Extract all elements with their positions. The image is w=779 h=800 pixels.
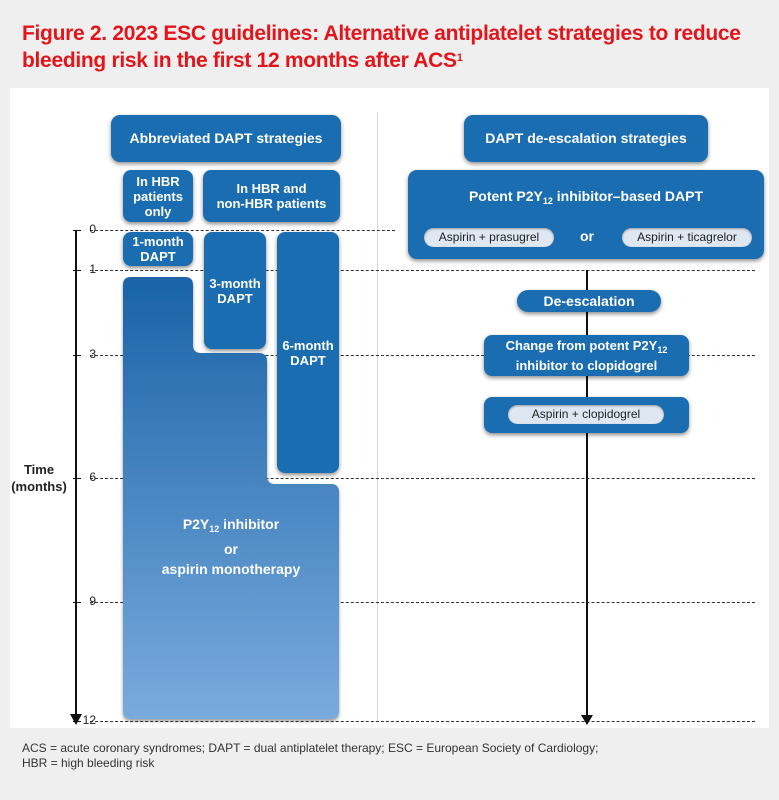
three-month-line2: DAPT <box>217 290 253 306</box>
change-line1-sub: 12 <box>657 345 668 355</box>
change-line1-text: Change from potent P2Y <box>505 338 658 353</box>
gridline-month-9 <box>90 602 755 603</box>
gridline-month-3 <box>90 355 755 356</box>
change-line2: inhibitor to clopidogrel <box>515 358 658 373</box>
hbr-and-non-line1: In HBR and <box>236 181 307 196</box>
axis-tick-6 <box>73 478 81 479</box>
or-separator: or <box>580 228 594 244</box>
change-to-clopidogrel-box: Change from potent P2Y12 inhibitor to cl… <box>484 335 689 376</box>
gridline-month-0 <box>90 230 395 231</box>
three-month-line1: 3-month <box>209 275 261 291</box>
figure-title-reference: 1 <box>456 52 463 64</box>
figure-title: Figure 2. 2023 ESC guidelines: Alternati… <box>22 20 762 74</box>
time-axis-arrowhead <box>70 714 82 725</box>
potent-title-pre: Potent P2Y <box>468 188 543 204</box>
figure-title-text: Figure 2. 2023 ESC guidelines: Alternati… <box>22 22 741 72</box>
hbr-only-group: In HBR patients only <box>123 170 193 222</box>
six-month-dapt-bar: 6-month DAPT <box>277 232 339 473</box>
monotherapy-p2y-sub: 12 <box>209 524 220 534</box>
monotherapy-label: P2Y12 inhibitor or aspirin monotherapy <box>123 514 339 579</box>
axis-tick-0 <box>73 230 81 231</box>
footnote-line2: HBR = high bleeding risk <box>22 756 155 770</box>
axis-tick-9 <box>73 602 81 603</box>
axis-tick-3 <box>73 355 81 356</box>
deescalation-arrow-line <box>586 270 588 718</box>
axis-label-12: 12 <box>82 713 96 727</box>
deescalation-arrowhead <box>581 715 593 725</box>
monotherapy-inhibitor: inhibitor <box>219 516 280 532</box>
hbr-only-line1: In HBR <box>136 173 180 189</box>
axis-label-3: 3 <box>89 347 96 361</box>
potent-dapt-box: Potent P2Y12 inhibitor–based DAPT Aspiri… <box>408 170 764 259</box>
monotherapy-p2y: P2Y <box>182 516 210 532</box>
hbr-only-line3: only <box>144 203 172 219</box>
deescalation-header: DAPT de-escalation strategies <box>464 115 708 162</box>
axis-label-1: 1 <box>89 262 96 276</box>
column-divider <box>377 112 378 722</box>
footnote-line1: ACS = acute coronary syndromes; DAPT = d… <box>22 741 599 755</box>
hbr-only-line2: patients <box>133 188 183 204</box>
six-month-line2: DAPT <box>290 352 326 368</box>
one-month-line2: DAPT <box>140 249 176 264</box>
hbr-and-non-line2: non-HBR patients <box>216 196 327 211</box>
gridline-month-1 <box>90 270 755 271</box>
time-axis-label-line2: (months) <box>11 479 67 494</box>
aspirin-prasugrel-pill: Aspirin + prasugrel <box>424 228 554 247</box>
potent-title-sub: 12 <box>542 196 553 206</box>
three-month-dapt-bar: 3-month DAPT <box>204 232 266 349</box>
axis-tick-12 <box>73 721 81 722</box>
aspirin-clopidogrel-pill: Aspirin + clopidogrel <box>508 405 664 424</box>
deescalation-step: De-escalation <box>517 290 661 312</box>
time-axis-label: Time (months) <box>6 461 72 495</box>
hbr-and-non-hbr-group: In HBR and non-HBR patients <box>203 170 340 222</box>
axis-label-6: 6 <box>89 470 96 484</box>
time-axis-label-line1: Time <box>23 462 55 477</box>
monotherapy-line2: or <box>224 541 238 557</box>
axis-label-0: 0 <box>89 222 96 236</box>
axis-label-9: 9 <box>89 594 96 608</box>
abbreviated-dapt-header: Abbreviated DAPT strategies <box>111 115 341 162</box>
one-month-dapt-bar: 1-month DAPT <box>123 232 193 266</box>
monotherapy-line1: P2Y12 inhibitor <box>123 514 339 539</box>
aspirin-ticagrelor-pill: Aspirin + ticagrelor <box>622 228 752 247</box>
six-month-line1: 6-month <box>282 337 334 353</box>
gridline-month-6 <box>90 478 755 479</box>
potent-dapt-title: Potent P2Y12 inhibitor–based DAPT <box>408 188 764 210</box>
one-month-line1: 1-month <box>132 234 184 249</box>
monotherapy-line3: aspirin monotherapy <box>161 561 301 577</box>
time-axis-line <box>75 230 77 716</box>
footnote: ACS = acute coronary syndromes; DAPT = d… <box>22 741 762 771</box>
potent-title-post: inhibitor–based DAPT <box>552 188 704 204</box>
gridline-month-12 <box>90 721 755 722</box>
change-line1: Change from potent P2Y12 <box>506 338 668 358</box>
aspirin-clopidogrel-box: Aspirin + clopidogrel <box>484 397 689 433</box>
axis-tick-1 <box>73 270 81 271</box>
